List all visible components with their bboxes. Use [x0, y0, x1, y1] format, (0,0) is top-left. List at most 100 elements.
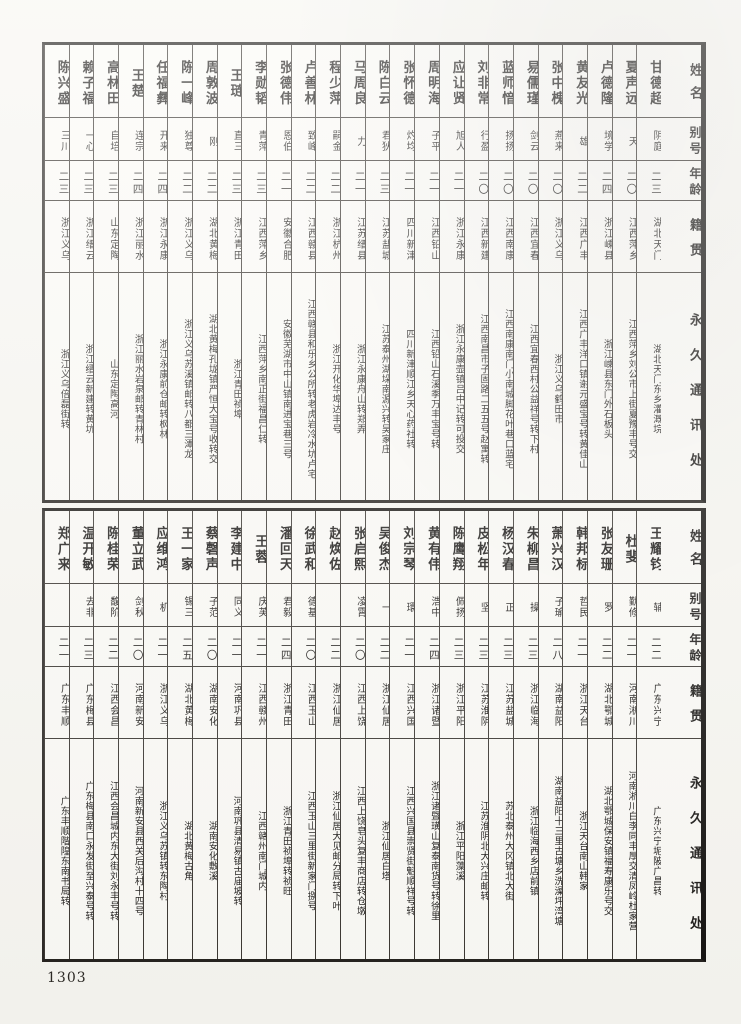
person-native-place: 湖北鄂城 — [587, 667, 612, 739]
person-native-place: 浙江丽水 — [118, 201, 143, 273]
person-name: 王蓉 — [242, 511, 266, 584]
person-alias: 凌霄 — [341, 584, 365, 627]
person-column: 王蓉 庆芙 二一 江西赣州 江西赣州南门城内 — [241, 511, 266, 959]
person-age: 二四 — [267, 627, 291, 667]
person-column: 卢德隆 境学 二四 浙江嵊县 浙江嵊县东门外石板头 — [586, 45, 612, 500]
person-name: 蔡磬声 — [192, 511, 217, 584]
person-native-place: 江苏盐城 — [365, 201, 390, 273]
person-age: 二一 — [217, 627, 242, 667]
person-age: 二〇 — [192, 627, 217, 667]
person-address: 湖北黄梅孔垅镇严恒大宝号收转交 — [206, 313, 217, 464]
person-column: 陈白云 君狄 二三 江苏盐城 江苏泰州湖垛南源兴转吴家庄 — [364, 45, 390, 500]
person-address: 山东定陶高河 — [107, 358, 118, 419]
person-alias: 剑秋 — [118, 584, 143, 627]
person-alias: 三川 — [44, 118, 69, 161]
person-native-place: 浙江义乌 — [538, 201, 563, 273]
person-name: 张德伟 — [267, 45, 291, 118]
person-age: 二二 — [291, 161, 316, 201]
person-name: 马周良 — [341, 45, 365, 118]
person-name: 黄有伟 — [415, 511, 439, 584]
person-address: 江西南昌市子固路二五五号赵寓转 — [478, 313, 489, 464]
person-address: 江西赣县和乐乡公所转老虎岩冷水坑卢宅 — [305, 298, 316, 479]
person-alias: 境学 — [587, 118, 612, 161]
person-column: 潘回天 君毅 二四 浙江青田 浙江青田祯埠转祯旺 — [266, 511, 291, 959]
person-alias: 扬扬 — [489, 118, 513, 161]
person-alias: 天 — [612, 118, 637, 161]
person-age: 二一 — [143, 627, 168, 667]
person-age: 二四 — [118, 161, 143, 201]
person-name: 赖子福 — [69, 45, 94, 118]
person-native-place: 江西赣州 — [242, 667, 266, 739]
person-address: 浙江永康舟山转郑弄 — [354, 343, 365, 434]
person-native-place: 浙江平阳 — [439, 667, 464, 739]
person-address: 湖北鄂城保安镇福寿康乐号交 — [601, 786, 612, 916]
person-column: 吴俊杰 一 二二 浙江仙居 浙江仙居白塔 — [364, 511, 390, 959]
person-address: 浙江开化华埠达丰号 — [330, 343, 341, 434]
person-name: 杨汉春 — [489, 511, 513, 584]
person-name: 李勋韬 — [242, 45, 266, 118]
person-alias: 剑云 — [513, 118, 538, 161]
person-column: 赖子福 一心 二三 浙江缙云 浙江缙云新建转黄坑 — [68, 45, 94, 500]
person-native-place: 浙江杭州 — [316, 201, 341, 273]
person-column: 王楚 连宗 二四 浙江丽水 浙江丽水岩泉邮转青林村 — [117, 45, 143, 500]
person-address: 江西上饶皂头复丰商店转仓墩 — [354, 786, 365, 916]
person-column: 卢善林 致峰 二二 江西赣县 江西赣县和乐乡公所转老虎岩冷水坑卢宅 — [290, 45, 316, 500]
person-name: 甘德超 — [637, 45, 661, 118]
person-alias: 恩伯 — [267, 118, 291, 161]
person-address: 浙江义乌苏溪镇邮转八都三潭龙 — [181, 318, 192, 459]
person-address: 广东兴宁坭陂广昌转 — [651, 806, 661, 896]
person-name: 张中槐 — [538, 45, 563, 118]
header-column: 姓名 别号 年龄 籍贯 永久通讯处 — [661, 45, 701, 500]
header-name: 姓名 — [661, 45, 701, 118]
person-name: 蓝师愔 — [489, 45, 513, 118]
header-age: 年龄 — [661, 161, 701, 201]
person-age: 二三 — [365, 161, 390, 201]
person-native-place: 湖北黄梅 — [168, 667, 192, 739]
person-name: 卢善林 — [291, 45, 316, 118]
person-alias: 阴庭 — [637, 118, 661, 161]
person-name: 张启熙 — [341, 511, 365, 584]
person-native-place: 江苏淮阴 — [464, 667, 489, 739]
person-native-place: 浙江临海 — [513, 667, 538, 739]
person-column: 李勋韬 青萍 二三 江西萍乡 江西萍乡南正街福昌仁转 — [241, 45, 266, 500]
person-native-place: 江西铅山 — [415, 201, 439, 273]
person-alias: 辅 — [637, 584, 661, 627]
person-name: 刘宗琴 — [390, 511, 415, 584]
person-address: 江西南康南门小南城脚花叶巷口蓝宅 — [502, 308, 513, 469]
person-name: 陈鹰翔 — [439, 511, 464, 584]
person-address: 江西宜春西村公益祥号转下村 — [527, 323, 538, 454]
person-age: 二〇 — [464, 161, 489, 201]
person-name: 张友珊 — [587, 511, 612, 584]
person-alias: 浩中 — [415, 584, 439, 627]
person-age: 二三 — [489, 627, 513, 667]
person-alias: 青萍 — [242, 118, 266, 161]
person-alias: 雄 — [563, 118, 587, 161]
person-name: 应让贤 — [439, 45, 464, 118]
person-native-place: 湖南安化 — [192, 667, 217, 739]
person-age: 二〇 — [118, 627, 143, 667]
person-name: 徐武和 — [291, 511, 316, 584]
person-name: 赵焕佐 — [316, 511, 341, 584]
person-native-place: 江西萍乡 — [242, 201, 266, 273]
person-alias: 直三 — [217, 118, 242, 161]
person-name: 潘回天 — [267, 511, 291, 584]
person-address: 浙江临海西乡店前镇 — [527, 806, 538, 896]
person-column: 刘非常 行盈 二〇 江西新建 江西南昌市子固路二五五号赵寓转 — [463, 45, 489, 500]
person-age: 二三 — [439, 627, 464, 667]
person-name: 周敦波 — [192, 45, 217, 118]
person-native-place: 浙江嵊县 — [587, 201, 612, 273]
person-alias: 德基 — [291, 584, 316, 627]
person-alias: 锡三 — [168, 584, 192, 627]
person-age: 二八 — [538, 627, 563, 667]
person-column: 朱柳昌 操 二三 浙江临海 浙江临海西乡店前镇 — [512, 511, 538, 959]
header-name: 姓名 — [661, 511, 701, 584]
person-column: 温开敏 去非 二三 广东梅县 广东梅县南口永发街至兴泰号转 — [68, 511, 94, 959]
person-address: 河南淅川白李同丰厚交清凤岭杜家营 — [626, 771, 637, 931]
person-column: 应让贤 旭人 二一 浙江永康 浙江永康壶镇吕中记转可投交 — [438, 45, 464, 500]
person-alias: 子范 — [192, 584, 217, 627]
person-name: 杜斐 — [612, 511, 637, 584]
person-column: 杜斐 勤修 二一 河南淅川 河南淅川白李同丰厚交清凤岭杜家营 — [611, 511, 637, 959]
person-column: 蓝师愔 扬扬 二〇 江西南康 江西南康南门小南城脚花叶巷口蓝宅 — [488, 45, 513, 500]
person-name: 周明海 — [415, 45, 439, 118]
person-age: 二一 — [439, 161, 464, 201]
